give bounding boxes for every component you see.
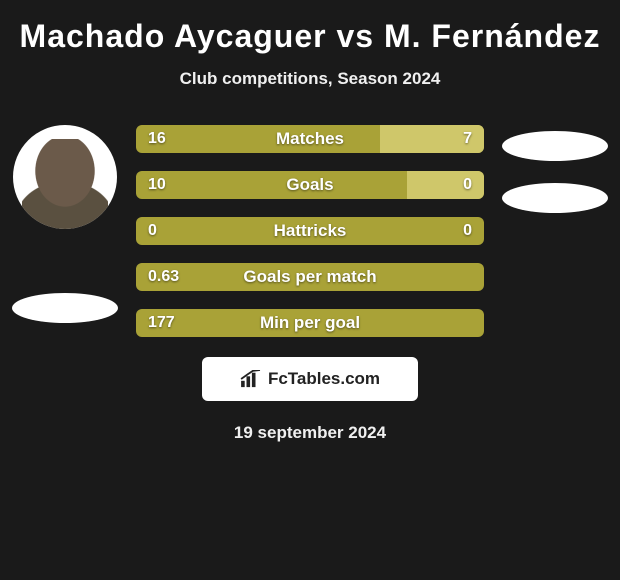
stat-bar-goals: 10 Goals 0 xyxy=(136,171,484,199)
body-row: 16 Matches 7 10 Goals 0 0 Hattricks 0 0.… xyxy=(0,125,620,337)
stat-bar-matches: 16 Matches 7 xyxy=(136,125,484,153)
player-left-column xyxy=(0,125,130,323)
subtitle: Club competitions, Season 2024 xyxy=(0,69,620,89)
avatar-silhouette xyxy=(22,139,108,229)
stat-left-value: 16 xyxy=(148,130,166,148)
brand-link[interactable]: FcTables.com xyxy=(202,357,418,401)
bar-chart-icon xyxy=(240,370,262,388)
brand-text: FcTables.com xyxy=(268,369,380,389)
player-right-oval-1 xyxy=(502,131,608,161)
stat-left-value: 0 xyxy=(148,222,157,240)
player-left-avatar xyxy=(13,125,117,229)
stat-label: Hattricks xyxy=(136,221,484,241)
date-text: 19 september 2024 xyxy=(0,423,620,443)
player-right-column xyxy=(490,125,620,213)
stat-label: Goals per match xyxy=(136,267,484,287)
player-left-name-oval xyxy=(12,293,118,323)
stat-left-value: 10 xyxy=(148,176,166,194)
stats-column: 16 Matches 7 10 Goals 0 0 Hattricks 0 0.… xyxy=(130,125,490,337)
page-title: Machado Aycaguer vs M. Fernández xyxy=(0,18,620,55)
stat-bar-goals-per-match: 0.63 Goals per match xyxy=(136,263,484,291)
comparison-card: Machado Aycaguer vs M. Fernández Club co… xyxy=(0,0,620,453)
stat-right-value: 7 xyxy=(463,130,472,148)
stat-bar-min-per-goal: 177 Min per goal xyxy=(136,309,484,337)
stat-left-value: 0.63 xyxy=(148,268,179,286)
stat-right-value: 0 xyxy=(463,176,472,194)
stat-bar-hattricks: 0 Hattricks 0 xyxy=(136,217,484,245)
stat-left-value: 177 xyxy=(148,314,175,332)
stat-label: Min per goal xyxy=(136,313,484,333)
stat-fill-goals xyxy=(407,171,484,199)
stat-right-value: 0 xyxy=(463,222,472,240)
player-right-oval-2 xyxy=(502,183,608,213)
